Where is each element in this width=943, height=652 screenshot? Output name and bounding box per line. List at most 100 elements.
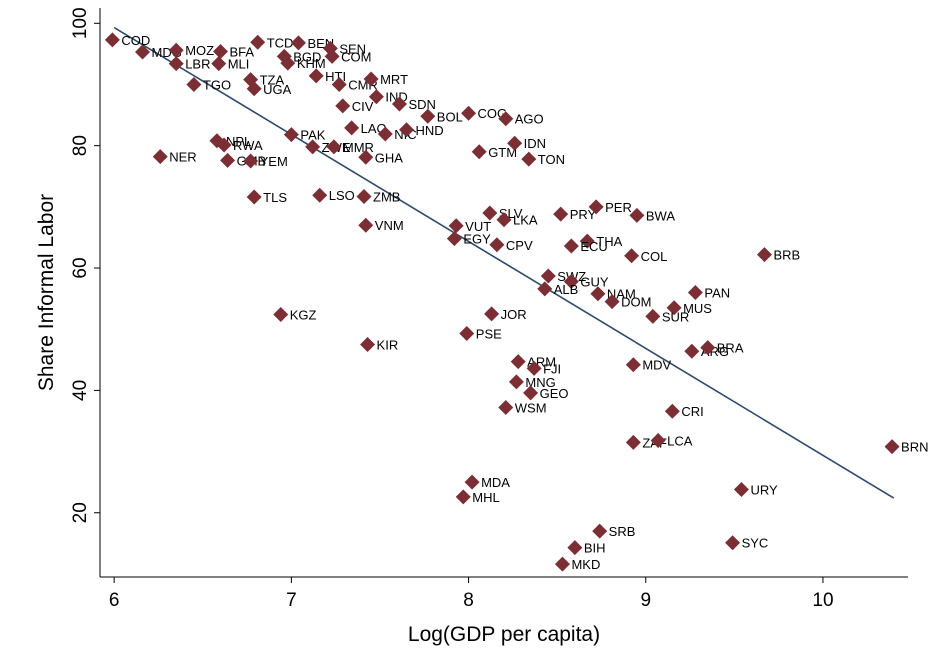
data-point-vnm: VNM <box>358 217 404 233</box>
point-marker <box>526 360 542 376</box>
point-marker <box>496 212 512 228</box>
data-point-pan: PAN <box>687 285 730 301</box>
x-tick-label: 6 <box>109 590 120 611</box>
data-point-mng: MNG <box>508 374 556 390</box>
point-label: WSM <box>515 401 547 416</box>
point-marker <box>326 139 342 155</box>
point-label: CIV <box>352 99 374 114</box>
point-label: MDV <box>642 358 671 373</box>
point-marker <box>246 81 262 97</box>
fitted-line <box>113 26 895 499</box>
data-point-vut: VUT <box>448 218 491 234</box>
point-marker <box>448 218 464 234</box>
point-marker <box>216 137 232 153</box>
point-marker <box>645 308 661 324</box>
point-marker <box>592 523 608 539</box>
data-point-lca: LCA <box>650 433 693 449</box>
data-point-mli: MLI <box>211 56 249 72</box>
point-marker <box>455 489 471 505</box>
data-point-com: COM <box>324 48 371 64</box>
data-point-ecu: ECU <box>563 238 608 254</box>
data-point-ago: AGO <box>498 111 544 127</box>
data-point-pry: PRY <box>553 206 597 222</box>
point-label: BFA <box>229 44 254 59</box>
point-label: TZA <box>260 73 285 88</box>
point-marker <box>335 98 351 114</box>
point-label: COM <box>341 49 371 64</box>
point-marker <box>461 105 477 121</box>
point-label: TCD <box>267 35 294 50</box>
point-label: URY <box>750 483 778 498</box>
x-tick-label: 7 <box>286 590 297 611</box>
point-marker <box>498 400 514 416</box>
data-point-lbr: LBR <box>168 56 210 72</box>
point-label: KIR <box>377 338 399 353</box>
point-marker <box>756 247 772 263</box>
data-point-srb: SRB <box>592 523 635 539</box>
data-point-yem: YEM <box>243 153 288 169</box>
point-label: KGZ <box>290 308 317 323</box>
data-point-geo: GEO <box>523 385 568 401</box>
point-label: SUR <box>662 309 689 324</box>
point-marker <box>290 35 306 51</box>
point-marker <box>360 337 376 353</box>
point-label: MRT <box>380 72 408 87</box>
data-point-mkd: MKD <box>554 556 600 572</box>
point-label: TGO <box>203 77 231 92</box>
point-marker <box>579 233 595 249</box>
point-label: FJI <box>543 361 561 376</box>
x-tick-label: 8 <box>463 590 474 611</box>
y-ticks: 20 40 60 80 100 <box>70 7 100 523</box>
point-label: MKD <box>571 557 600 572</box>
point-marker <box>358 149 374 165</box>
point-label: COD <box>121 33 150 48</box>
point-marker <box>700 340 716 356</box>
point-marker <box>471 144 487 160</box>
point-label: DOM <box>621 295 651 310</box>
data-point-rwa: RWA <box>216 137 263 153</box>
data-point-hnd: HND <box>399 122 444 138</box>
data-point-idn: IDN <box>507 135 546 151</box>
point-marker <box>650 433 666 449</box>
point-label: NPL <box>226 134 251 149</box>
point-marker <box>312 187 328 203</box>
point-marker <box>243 153 259 169</box>
data-point-lka: LKA <box>496 212 538 228</box>
point-label: ZMB <box>373 189 400 204</box>
point-marker <box>666 300 682 316</box>
data-point-jor: JOR <box>484 306 527 322</box>
point-label: LSO <box>329 188 355 203</box>
point-label: MDA <box>481 475 510 490</box>
x-ticks: 6 7 8 9 10 <box>109 577 834 611</box>
data-point-wsm: WSM <box>498 400 547 416</box>
data-point-alb: ALB <box>537 281 578 297</box>
point-marker <box>625 357 641 373</box>
data-point-bwa: BWA <box>629 207 675 223</box>
data-point-tls: TLS <box>246 189 287 205</box>
point-marker <box>250 34 266 50</box>
point-label: YEM <box>260 154 288 169</box>
y-tick-label: 100 <box>70 7 91 39</box>
data-point-gha: GHA <box>358 149 403 165</box>
point-marker <box>464 474 480 490</box>
point-label: BRN <box>901 440 928 455</box>
data-point-per: PER <box>588 199 632 215</box>
point-label: MMR <box>343 140 374 155</box>
point-label: CRI <box>681 404 703 419</box>
point-label: MHL <box>472 490 499 505</box>
point-marker <box>484 306 500 322</box>
data-point-cri: CRI <box>664 403 704 419</box>
point-marker <box>280 55 296 71</box>
point-marker <box>664 403 680 419</box>
data-point-syc: SYC <box>725 535 768 551</box>
point-marker <box>186 76 202 92</box>
point-marker <box>104 32 120 48</box>
point-label: JOR <box>501 307 527 322</box>
point-marker <box>604 294 620 310</box>
data-point-mrt: MRT <box>363 71 408 87</box>
point-label: VNM <box>375 218 404 233</box>
point-marker <box>211 56 227 72</box>
data-point-civ: CIV <box>335 98 374 114</box>
point-label: VUT <box>465 219 491 234</box>
point-label: GTM <box>488 145 517 160</box>
